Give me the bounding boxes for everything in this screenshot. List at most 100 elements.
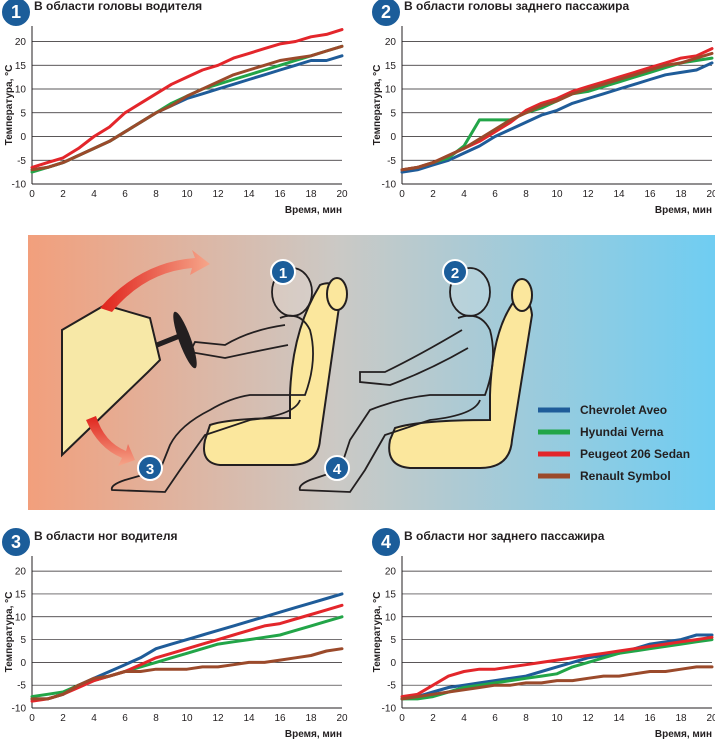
x-tick-label: 0 — [29, 189, 35, 200]
panel-title: В области головы заднего пассажира — [404, 0, 629, 13]
y-tick-label: 15 — [385, 589, 397, 600]
y-tick-label: -5 — [17, 681, 26, 692]
y-tick-label: -5 — [17, 156, 26, 167]
panel-title: В области ног водителя — [34, 529, 177, 543]
y-tick-label: 15 — [15, 61, 27, 72]
x-tick-label: 8 — [523, 713, 529, 724]
y-tick-label: 5 — [20, 108, 26, 119]
badge-1: 1 — [270, 259, 296, 285]
panel-title: В области ног заднего пассажира — [404, 529, 605, 543]
x-tick-label: 10 — [181, 713, 193, 724]
panel-badge-number: 2 — [381, 2, 391, 22]
x-axis-label: Время, мин — [285, 205, 342, 216]
x-tick-label: 4 — [91, 189, 97, 200]
x-tick-label: 20 — [706, 713, 715, 724]
series-line-hyundai-verna — [400, 638, 714, 701]
svg-text:3: 3 — [146, 461, 154, 478]
chart-feet-driver: 3 В области ног водителя -10 -5 0 5 10 15 20 0 2 4 6… — [0, 526, 348, 740]
x-tick-label: 16 — [274, 713, 286, 724]
legend-label: Peugeot 206 Sedan — [580, 447, 690, 461]
series-line-renault-symbol — [30, 647, 344, 701]
series-line-chevrolet-aveo — [400, 633, 714, 701]
legend-label: Renault Symbol — [580, 469, 671, 483]
x-tick-label: 10 — [551, 713, 563, 724]
x-tick-label: 16 — [644, 189, 656, 200]
y-tick-label: 20 — [385, 37, 397, 48]
y-tick-label: 0 — [390, 132, 396, 143]
x-tick-label: 12 — [582, 189, 594, 200]
panel-badge: 1 — [0, 0, 32, 28]
svg-text:1: 1 — [279, 265, 287, 282]
y-tick-label: 10 — [15, 612, 27, 623]
rear-headrest-icon — [511, 278, 533, 312]
x-tick-label: 2 — [60, 189, 66, 200]
panel-badge-number: 1 — [11, 2, 21, 22]
x-axis-label: Время, мин — [655, 729, 712, 740]
panel-badge-number: 4 — [381, 532, 391, 552]
x-tick-label: 18 — [675, 713, 687, 724]
y-tick-label: -5 — [387, 156, 396, 167]
x-tick-label: 16 — [644, 713, 656, 724]
x-tick-label: 12 — [582, 713, 594, 724]
y-tick-label: 20 — [15, 37, 27, 48]
y-tick-label: -10 — [12, 180, 27, 191]
x-tick-label: 14 — [243, 189, 255, 200]
x-tick-label: 4 — [461, 189, 467, 200]
legend: Chevrolet Aveo Hyundai Verna Peugeot 206… — [538, 403, 690, 483]
x-tick-label: 16 — [274, 189, 286, 200]
series-line-renault-symbol — [400, 51, 714, 172]
x-tick-label: 0 — [399, 713, 405, 724]
x-tick-label: 6 — [492, 189, 498, 200]
x-tick-label: 20 — [706, 189, 715, 200]
legend-item-hyundai-verna: Hyundai Verna — [538, 425, 664, 439]
y-axis-label: Температура, °С — [4, 65, 15, 146]
rear-seat-icon — [388, 298, 534, 469]
y-tick-label: -10 — [382, 704, 397, 715]
y-tick-label: 10 — [15, 85, 27, 96]
legend-label: Hyundai Verna — [580, 425, 664, 439]
heat-flow-arrow-down-icon — [86, 416, 135, 466]
x-tick-label: 8 — [153, 189, 159, 200]
chart-feet-rear-passenger: 4 В области ног заднего пассажира -10 -5 0 5 1… — [370, 526, 715, 740]
legend-item-renault-symbol: Renault Symbol — [538, 469, 671, 483]
chart-head-driver: 1 В области головы водителя -10 -5 0 5 10 15 20 0… — [0, 0, 348, 216]
svg-text:2: 2 — [451, 265, 459, 282]
y-tick-label: -10 — [12, 704, 27, 715]
x-tick-label: 10 — [181, 189, 193, 200]
x-tick-label: 18 — [305, 189, 317, 200]
y-tick-label: 5 — [390, 108, 396, 119]
x-tick-label: 12 — [212, 713, 224, 724]
x-tick-label: 2 — [60, 713, 66, 724]
x-tick-label: 8 — [153, 713, 159, 724]
y-axis-label: Температура, °С — [372, 592, 383, 673]
y-axis-label: Температура, °С — [4, 592, 15, 673]
x-tick-label: 0 — [399, 189, 405, 200]
chart-head-rear-passenger: 2 В области головы заднего пассажира -10 -5… — [370, 0, 715, 216]
series-line-chevrolet-aveo — [400, 61, 714, 174]
series-line-peugeot-206-sedan — [30, 28, 344, 169]
panel-title: В области головы водителя — [34, 0, 202, 13]
x-tick-label: 6 — [122, 713, 128, 724]
y-tick-label: 0 — [20, 658, 26, 669]
y-tick-label: -5 — [387, 681, 396, 692]
x-tick-label: 14 — [613, 189, 625, 200]
y-tick-label: 0 — [20, 132, 26, 143]
steering-wheel-icon — [156, 311, 197, 369]
y-tick-label: 20 — [385, 567, 397, 578]
x-tick-label: 12 — [212, 189, 224, 200]
x-tick-label: 8 — [523, 189, 529, 200]
driver-headrest-icon — [326, 277, 348, 311]
x-tick-label: 4 — [91, 713, 97, 724]
panel-badge: 2 — [370, 0, 402, 28]
series-line-peugeot-206-sedan — [30, 603, 344, 703]
x-tick-label: 18 — [675, 189, 687, 200]
legend-item-peugeot-206-sedan: Peugeot 206 Sedan — [538, 447, 690, 461]
y-tick-label: 10 — [385, 85, 397, 96]
badge-2: 2 — [442, 259, 468, 285]
panel-badge: 4 — [370, 526, 402, 558]
legend-label: Chevrolet Aveo — [580, 403, 667, 417]
series-line-chevrolet-aveo — [30, 592, 344, 701]
series-line-peugeot-206-sedan — [400, 635, 714, 699]
x-tick-label: 14 — [243, 713, 255, 724]
y-tick-label: 5 — [20, 635, 26, 646]
